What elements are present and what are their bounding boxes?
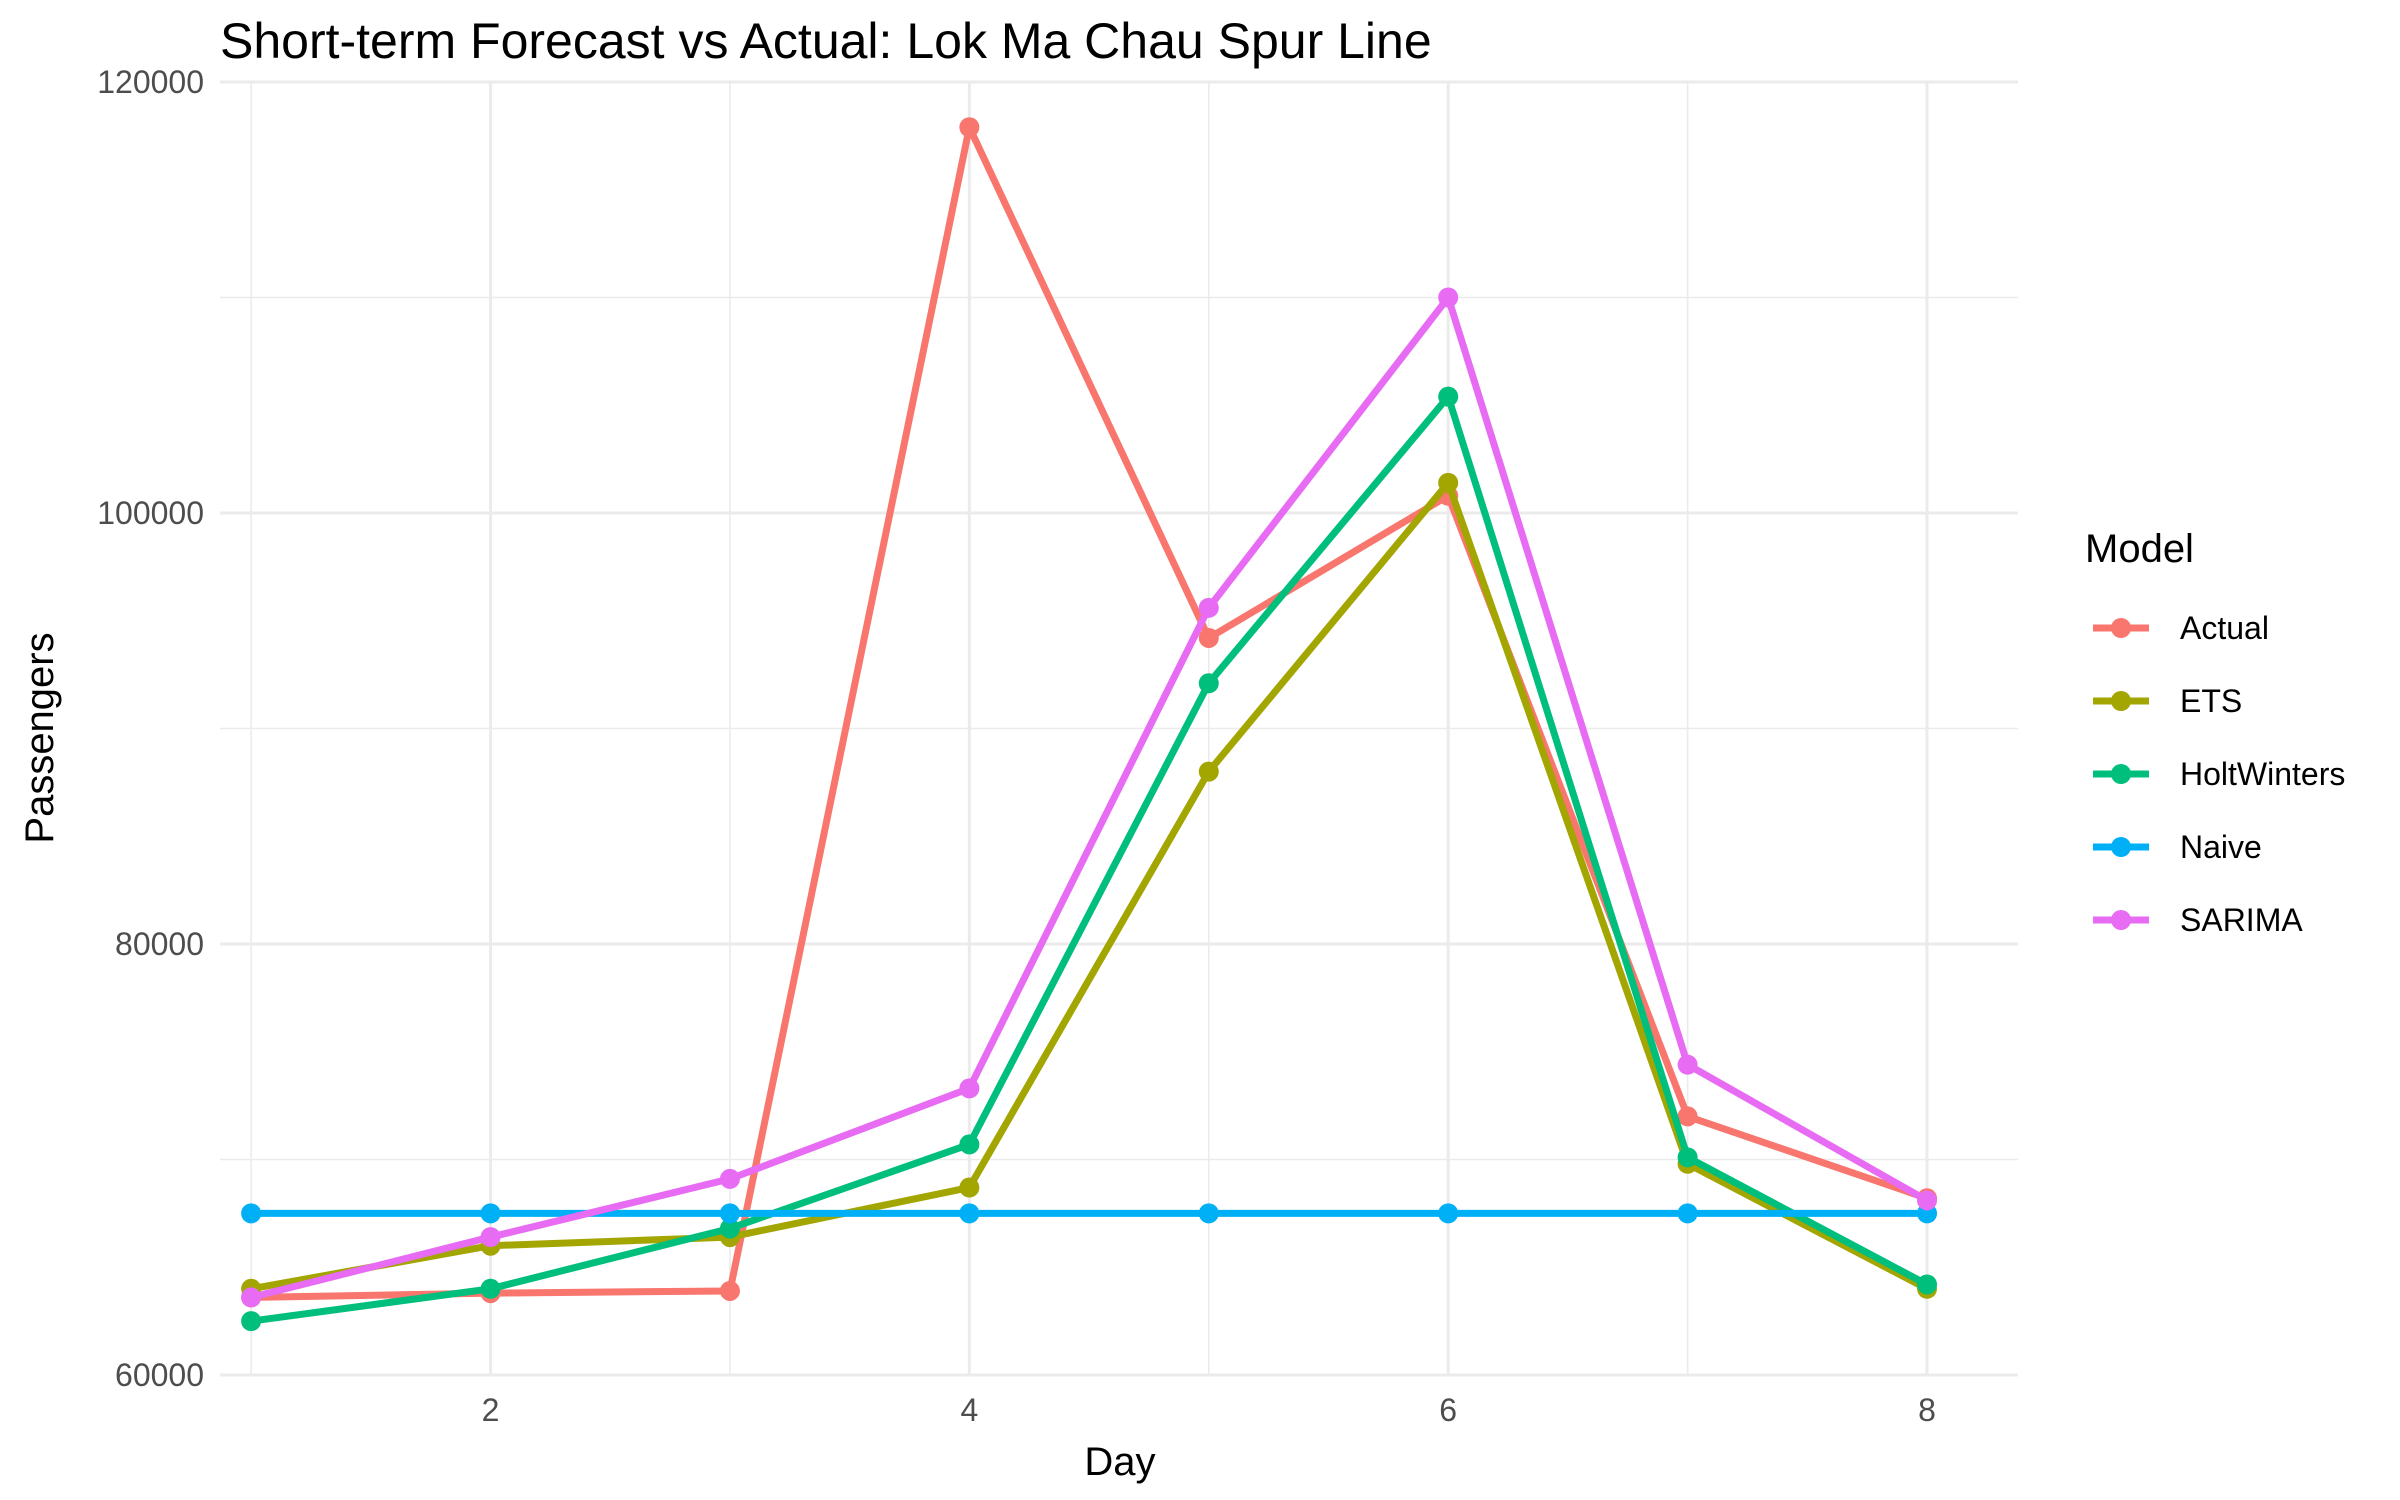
data-point-naive [1438,1203,1459,1224]
x-tick-label: 8 [1918,1392,1936,1428]
data-point-actual [1198,627,1219,648]
data-point-ets [1198,761,1219,782]
legend-item-ets: ETS [2093,683,2242,719]
series-naive [241,1203,1938,1224]
series-sarima [241,287,1938,1308]
y-tick-label: 100000 [97,495,204,531]
legend-label: Actual [2180,610,2269,646]
series-line-sarima [250,294,1929,1301]
data-point-naive [480,1203,501,1224]
legend-label: ETS [2180,683,2242,719]
x-axis-title: Day [1084,1440,1155,1484]
data-point-sarima [1917,1190,1938,1211]
data-point-naive [959,1203,980,1224]
data-point-sarima [719,1168,740,1189]
legend-key-point [2111,691,2131,711]
data-point-holtwinters [1198,673,1219,694]
legend-label: SARIMA [2180,902,2303,938]
series-ets [241,472,1938,1299]
data-point-holtwinters [480,1278,501,1299]
series-line-ets [250,479,1929,1293]
legend-items: Actual ETS HoltWinters Naive SARIMA [2093,610,2345,938]
data-point-holtwinters [1677,1147,1698,1168]
data-point-actual [1677,1106,1698,1127]
legend-key-point [2111,910,2131,930]
y-tick-label: 120000 [97,64,204,100]
data-point-naive [241,1203,262,1224]
data-point-ets [1438,472,1459,493]
x-tick-label: 2 [482,1392,500,1428]
legend-label: HoltWinters [2180,756,2345,792]
y-tick-label: 80000 [115,926,204,962]
data-point-sarima [959,1078,980,1099]
legend-key-point [2111,618,2131,638]
x-tick-label: 4 [960,1392,978,1428]
data-point-sarima [1198,597,1219,618]
data-point-holtwinters [241,1311,262,1332]
legend-item-sarima: SARIMA [2093,902,2303,938]
data-point-actual [719,1280,740,1301]
data-point-sarima [241,1287,262,1308]
grid-lines [220,80,2018,1377]
data-point-naive [1198,1203,1219,1224]
data-point-actual [959,117,980,138]
data-point-holtwinters [1438,386,1459,407]
data-point-naive [719,1203,740,1224]
series-line-holtwinters [250,393,1929,1325]
legend-label: Naive [2180,829,2262,865]
legend-key-point [2111,764,2131,784]
series-layer [241,117,1938,1332]
data-point-holtwinters [719,1218,740,1239]
data-point-naive [1677,1203,1698,1224]
legend-item-actual: Actual [2093,610,2269,646]
data-point-sarima [1677,1054,1698,1075]
chart-title: Short-term Forecast vs Actual: Lok Ma Ch… [220,13,1432,69]
data-point-holtwinters [959,1134,980,1155]
legend-title: Model [2085,527,2194,571]
x-tick-label: 6 [1439,1392,1457,1428]
y-tick-label: 60000 [115,1357,204,1393]
y-axis-title: Passengers [18,632,62,843]
legend-key-point [2111,837,2131,857]
data-point-sarima [1438,287,1459,308]
series-actual [241,117,1938,1308]
data-point-ets [959,1177,980,1198]
legend: Model Actual ETS HoltWinters Naive SARIMA [2085,527,2345,938]
series-line-actual [251,123,1929,1301]
tick-labels: 60000 80000 100000 120000 2 4 6 8 [97,64,1936,1428]
series-holtwinters [241,386,1938,1332]
legend-item-holtwinters: HoltWinters [2093,756,2345,792]
data-point-sarima [480,1227,501,1248]
legend-item-naive: Naive [2093,829,2262,865]
data-point-holtwinters [1917,1274,1938,1295]
